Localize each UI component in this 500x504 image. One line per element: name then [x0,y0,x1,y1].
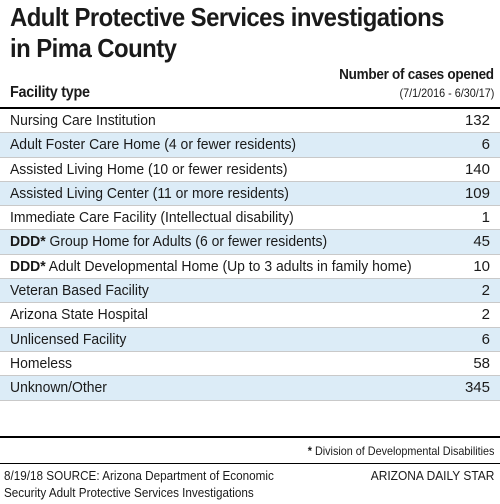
row-label: Adult Foster Care Home (4 or fewer resid… [10,136,297,154]
source-note: 8/19/18 SOURCE: Arizona Department of Ec… [4,468,274,500]
row-label: Arizona State Hospital [10,306,149,324]
row-value: 10 [473,257,490,275]
table-row: DDD* Adult Developmental Home (Up to 3 a… [0,255,500,280]
header-rule [0,107,500,109]
row-value: 6 [481,136,490,154]
publisher-credit: ARIZONA DAILY STAR [370,468,494,483]
column-header-facility: Facility type [10,84,90,101]
table-bottom-rule [0,436,500,438]
row-label: Nursing Care Institution [10,112,156,129]
table-row: Veteran Based Facility 2 [0,279,500,304]
row-label: Unlicensed Facility [10,330,127,348]
row-value: 45 [473,233,490,251]
row-label: DDD* Group Home for Adults (6 or fewer r… [10,233,328,251]
footnote: * Division of Developmental Disabilities [307,444,494,458]
table-row: Assisted Living Center (11 or more resid… [0,181,500,207]
row-value: 58 [473,354,490,372]
row-label: Veteran Based Facility [10,282,149,300]
table-row: Homeless 58 [0,352,500,377]
table-row: Immediate Care Facility (Intellectual di… [0,206,500,231]
row-value: 6 [481,330,490,348]
row-value: 2 [481,282,490,300]
row-label: Homeless [10,354,73,372]
column-header-date-range: (7/1/2016 - 6/30/17) [399,86,494,100]
row-value: 109 [464,184,490,202]
row-value: 140 [464,160,490,178]
row-value: 132 [464,112,490,129]
column-header-cases: Number of cases opened [339,66,494,83]
table-body: Nursing Care Institution 132 Adult Foster … [0,109,500,401]
table-row: Nursing Care Institution 132 [0,109,500,134]
table-row: DDD* Group Home for Adults (6 or fewer r… [0,230,500,255]
table-row: Adult Foster Care Home (4 or fewer resid… [0,133,500,158]
title-line-2: in Pima County [10,33,177,63]
row-label: Assisted Living Home (10 or fewer reside… [10,160,288,178]
row-label: Assisted Living Center (11 or more resid… [10,184,289,202]
row-value: 1 [481,209,490,227]
chart-title: Adult Protective Services investigations… [10,2,456,64]
table-row: Unlicensed Facility 6 [0,327,500,352]
title-line-1: Adult Protective Services investigations [10,2,444,32]
row-label: Immediate Care Facility (Intellectual di… [10,209,294,227]
row-value: 345 [464,379,490,397]
row-label: DDD* Adult Developmental Home (Up to 3 a… [10,257,412,275]
row-label: Unknown/Other [10,379,107,397]
table-row: Arizona State Hospital 2 [0,303,500,328]
footer-divider [0,463,500,464]
row-value: 2 [481,306,490,324]
table-row: Assisted Living Home (10 or fewer reside… [0,158,500,182]
table-row: Unknown/Other 345 [0,376,500,401]
